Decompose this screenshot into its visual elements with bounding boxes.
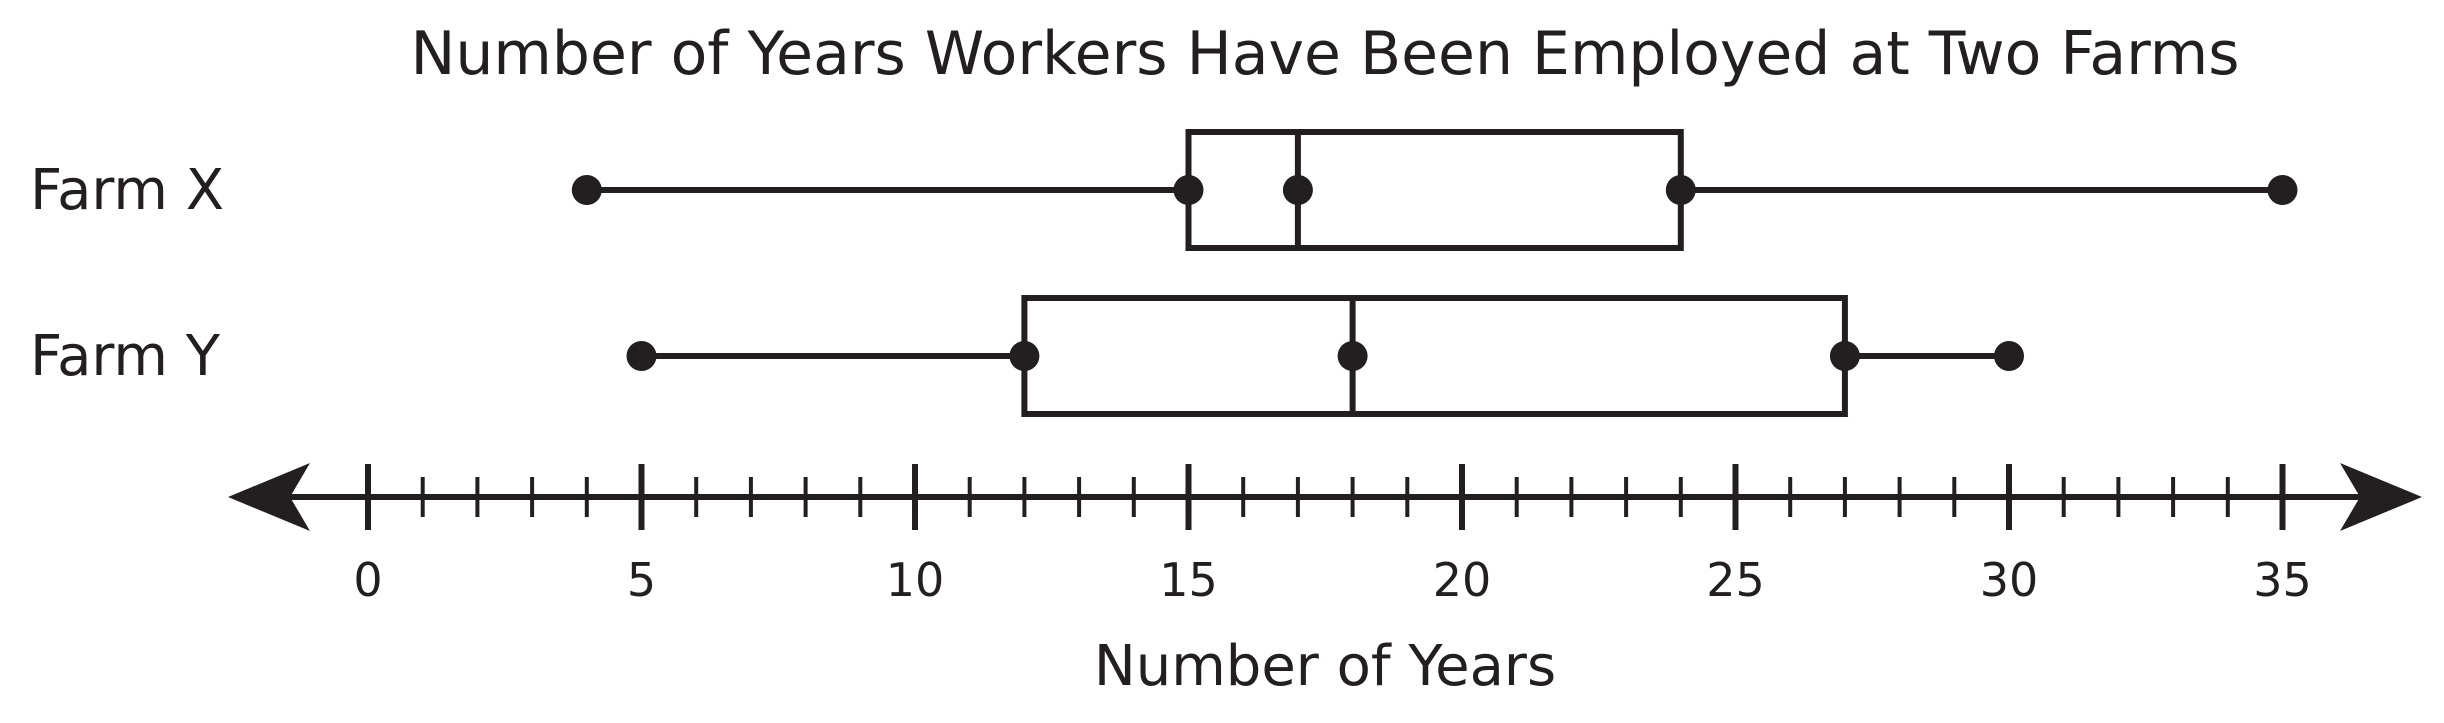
axis-arrow-right bbox=[2340, 463, 2422, 531]
q1-point bbox=[1009, 341, 1040, 371]
series-label: Farm Y bbox=[30, 324, 221, 389]
interquartile-box bbox=[1021, 295, 1848, 417]
median-point bbox=[1337, 341, 1368, 371]
chart-title: Number of Years Workers Have Been Employ… bbox=[411, 19, 2240, 89]
tick-label: 15 bbox=[1159, 553, 1218, 607]
box-plot-row: Farm X bbox=[30, 129, 2298, 251]
max-point bbox=[2267, 175, 2298, 205]
tick-label: 30 bbox=[1980, 553, 2039, 607]
tick-label: 20 bbox=[1433, 553, 1492, 607]
tick-label: 10 bbox=[886, 553, 945, 607]
axis-arrow-left bbox=[228, 463, 310, 531]
q1-point bbox=[1173, 175, 1204, 205]
series-label: Farm X bbox=[30, 158, 224, 223]
max-point bbox=[1994, 341, 2024, 371]
median-point bbox=[1282, 175, 1313, 205]
min-point bbox=[626, 341, 657, 371]
x-axis-title: Number of Years bbox=[1094, 634, 1556, 699]
tick-label: 5 bbox=[627, 553, 656, 607]
box-plot-row: Farm Y bbox=[30, 295, 2024, 417]
interquartile-box bbox=[1185, 129, 1684, 251]
box-plots: Farm X Farm Y bbox=[30, 129, 2298, 417]
q3-point bbox=[1829, 341, 1860, 371]
min-point bbox=[571, 175, 602, 205]
tick-label: 25 bbox=[1706, 553, 1765, 607]
tick-label: 0 bbox=[353, 553, 382, 607]
number-line-axis: 0 5 10 15 20 25 30 35 bbox=[228, 463, 2422, 607]
tick-label: 35 bbox=[2253, 553, 2312, 607]
q3-point bbox=[1665, 175, 1696, 205]
